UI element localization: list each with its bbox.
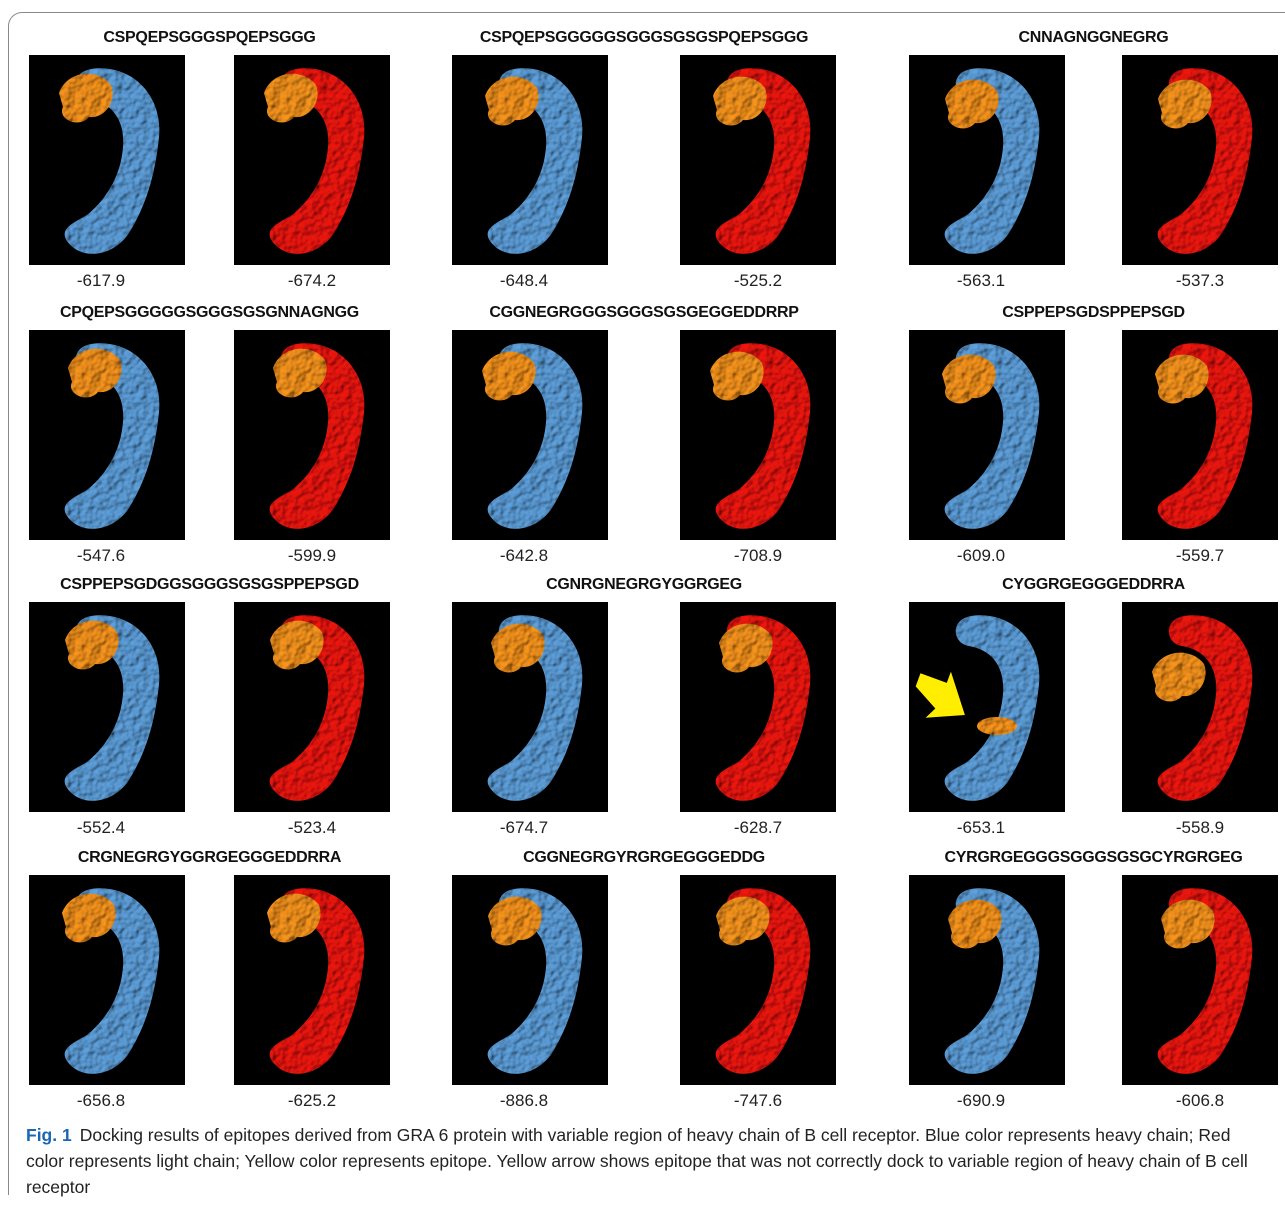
protein-surface xyxy=(452,330,608,540)
light-chain-image xyxy=(680,330,836,540)
light-chain-score: -523.4 xyxy=(288,818,336,838)
epitope-sequence: CSPPEPSGDSPPEPSGD xyxy=(1002,304,1185,322)
epitope-sequence: CPQEPSGGGGGSGGGSGSGNNAGNGG xyxy=(60,304,359,322)
protein-surface xyxy=(680,55,836,265)
yellow-arrow xyxy=(912,668,974,724)
page: CSPQEPSGGGSPQEPSGGG -617.9 -674.2 CSPQEPSGG… xyxy=(0,0,1285,1206)
light-chain-image xyxy=(680,602,836,812)
epitope-sequence: CYGGRGEGGGEDDRRA xyxy=(1002,576,1185,594)
protein-surface xyxy=(1122,875,1278,1085)
heavy-chain-image xyxy=(909,330,1065,540)
heavy-chain-image xyxy=(452,55,608,265)
light-chain-score: -606.8 xyxy=(1176,1091,1224,1111)
light-chain-score: -674.2 xyxy=(288,271,336,291)
heavy-chain-score: -690.9 xyxy=(957,1091,1005,1111)
protein-surface xyxy=(234,55,390,265)
protein-surface xyxy=(234,330,390,540)
light-chain-score: -625.2 xyxy=(288,1091,336,1111)
heavy-chain-score: -617.9 xyxy=(77,271,125,291)
light-chain-score: -559.7 xyxy=(1176,546,1224,566)
light-chain-image xyxy=(234,602,390,812)
epitope-sequence: CRGNEGRGYGGRGEGGGEDDRRA xyxy=(78,849,341,867)
caption-label: Fig. 1 xyxy=(26,1125,72,1145)
epitope-sequence: CGGNEGRGGGSGGGSGSGEGGEDDRRP xyxy=(489,304,798,322)
protein-surface xyxy=(909,330,1065,540)
epitope-sequence: CGGNEGRGYRGRGEGGGEDDG xyxy=(523,849,765,867)
light-chain-image xyxy=(680,875,836,1085)
epitope-sequence: CYRGRGEGGGSGGGSGSGCYRGRGEG xyxy=(944,849,1242,867)
heavy-chain-image xyxy=(452,330,608,540)
heavy-chain-image xyxy=(909,875,1065,1085)
light-chain-image xyxy=(680,55,836,265)
protein-surface xyxy=(29,602,185,812)
heavy-chain-score: -552.4 xyxy=(77,818,125,838)
protein-surface xyxy=(909,875,1065,1085)
heavy-chain-score: -656.8 xyxy=(77,1091,125,1111)
light-chain-image xyxy=(1122,602,1278,812)
epitope-sequence: CNNAGNGGNEGRG xyxy=(1019,29,1169,47)
heavy-chain-image xyxy=(29,55,185,265)
heavy-chain-image xyxy=(29,602,185,812)
figure-frame xyxy=(8,12,1285,1195)
heavy-chain-score: -886.8 xyxy=(500,1091,548,1111)
protein-surface xyxy=(680,330,836,540)
light-chain-score: -558.9 xyxy=(1176,818,1224,838)
heavy-chain-image xyxy=(909,55,1065,265)
heavy-chain-score: -653.1 xyxy=(957,818,1005,838)
light-chain-score: -628.7 xyxy=(734,818,782,838)
epitope-sequence: CSPPEPSGDGGSGGGSGSGSPPEPSGD xyxy=(60,576,359,594)
epitope-sequence: CSPQEPSGGGSPQEPSGGG xyxy=(103,29,315,47)
light-chain-image xyxy=(234,55,390,265)
light-chain-image xyxy=(1122,330,1278,540)
protein-surface xyxy=(680,875,836,1085)
light-chain-score: -525.2 xyxy=(734,271,782,291)
heavy-chain-score: -563.1 xyxy=(957,271,1005,291)
light-chain-image xyxy=(234,330,390,540)
epitope-sequence: CGNRGNEGRGYGGRGEG xyxy=(546,576,742,594)
protein-surface xyxy=(452,602,608,812)
heavy-chain-score: -642.8 xyxy=(500,546,548,566)
heavy-chain-image xyxy=(452,602,608,812)
heavy-chain-image xyxy=(452,875,608,1085)
epitope-sequence: CSPQEPSGGGGGSGGGSGSGSPQEPSGGG xyxy=(480,29,808,47)
light-chain-score: -708.9 xyxy=(734,546,782,566)
light-chain-image xyxy=(1122,875,1278,1085)
light-chain-image xyxy=(1122,55,1278,265)
protein-surface xyxy=(1122,55,1278,265)
protein-surface xyxy=(234,875,390,1085)
protein-surface xyxy=(680,602,836,812)
protein-surface xyxy=(909,55,1065,265)
protein-surface xyxy=(29,330,185,540)
protein-surface xyxy=(234,602,390,812)
protein-surface xyxy=(29,55,185,265)
light-chain-score: -747.6 xyxy=(734,1091,782,1111)
heavy-chain-score: -547.6 xyxy=(77,546,125,566)
heavy-chain-score: -609.0 xyxy=(957,546,1005,566)
heavy-chain-image xyxy=(29,875,185,1085)
protein-surface xyxy=(1122,330,1278,540)
heavy-chain-image xyxy=(29,330,185,540)
protein-surface xyxy=(1122,602,1278,812)
heavy-chain-score: -648.4 xyxy=(500,271,548,291)
light-chain-score: -599.9 xyxy=(288,546,336,566)
protein-surface xyxy=(452,55,608,265)
light-chain-score: -537.3 xyxy=(1176,271,1224,291)
protein-surface xyxy=(452,875,608,1085)
protein-surface xyxy=(29,875,185,1085)
caption-text: Docking results of epitopes derived from… xyxy=(26,1125,1248,1197)
light-chain-image xyxy=(234,875,390,1085)
heavy-chain-score: -674.7 xyxy=(500,818,548,838)
